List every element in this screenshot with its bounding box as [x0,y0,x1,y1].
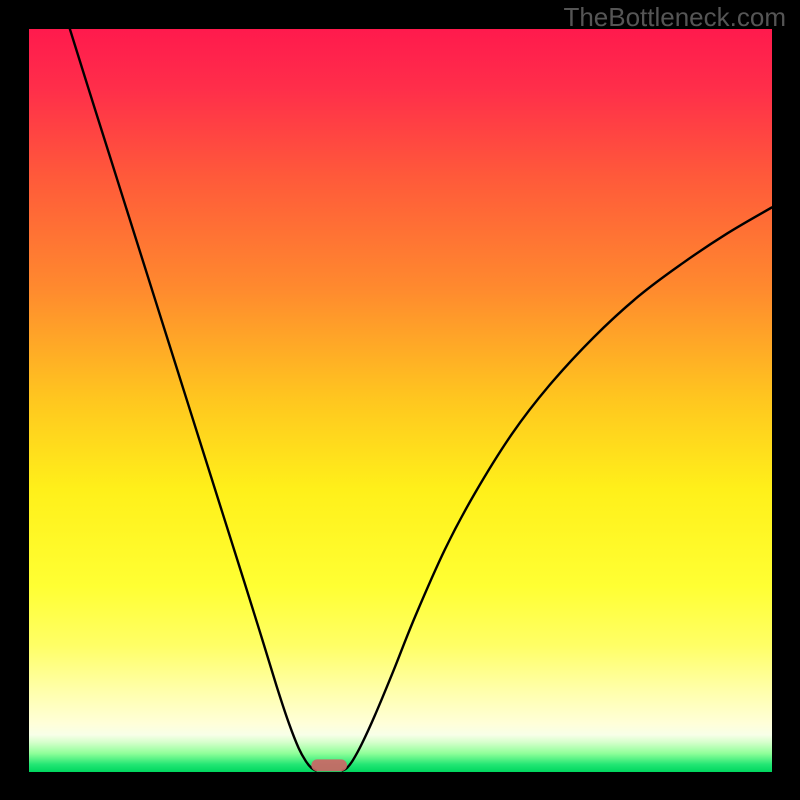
chart-container [29,29,772,772]
plot-area [29,29,772,772]
plot-svg [29,29,772,772]
bottleneck-marker [311,759,347,771]
gradient-background [29,29,772,772]
watermark-text: TheBottleneck.com [563,2,786,33]
